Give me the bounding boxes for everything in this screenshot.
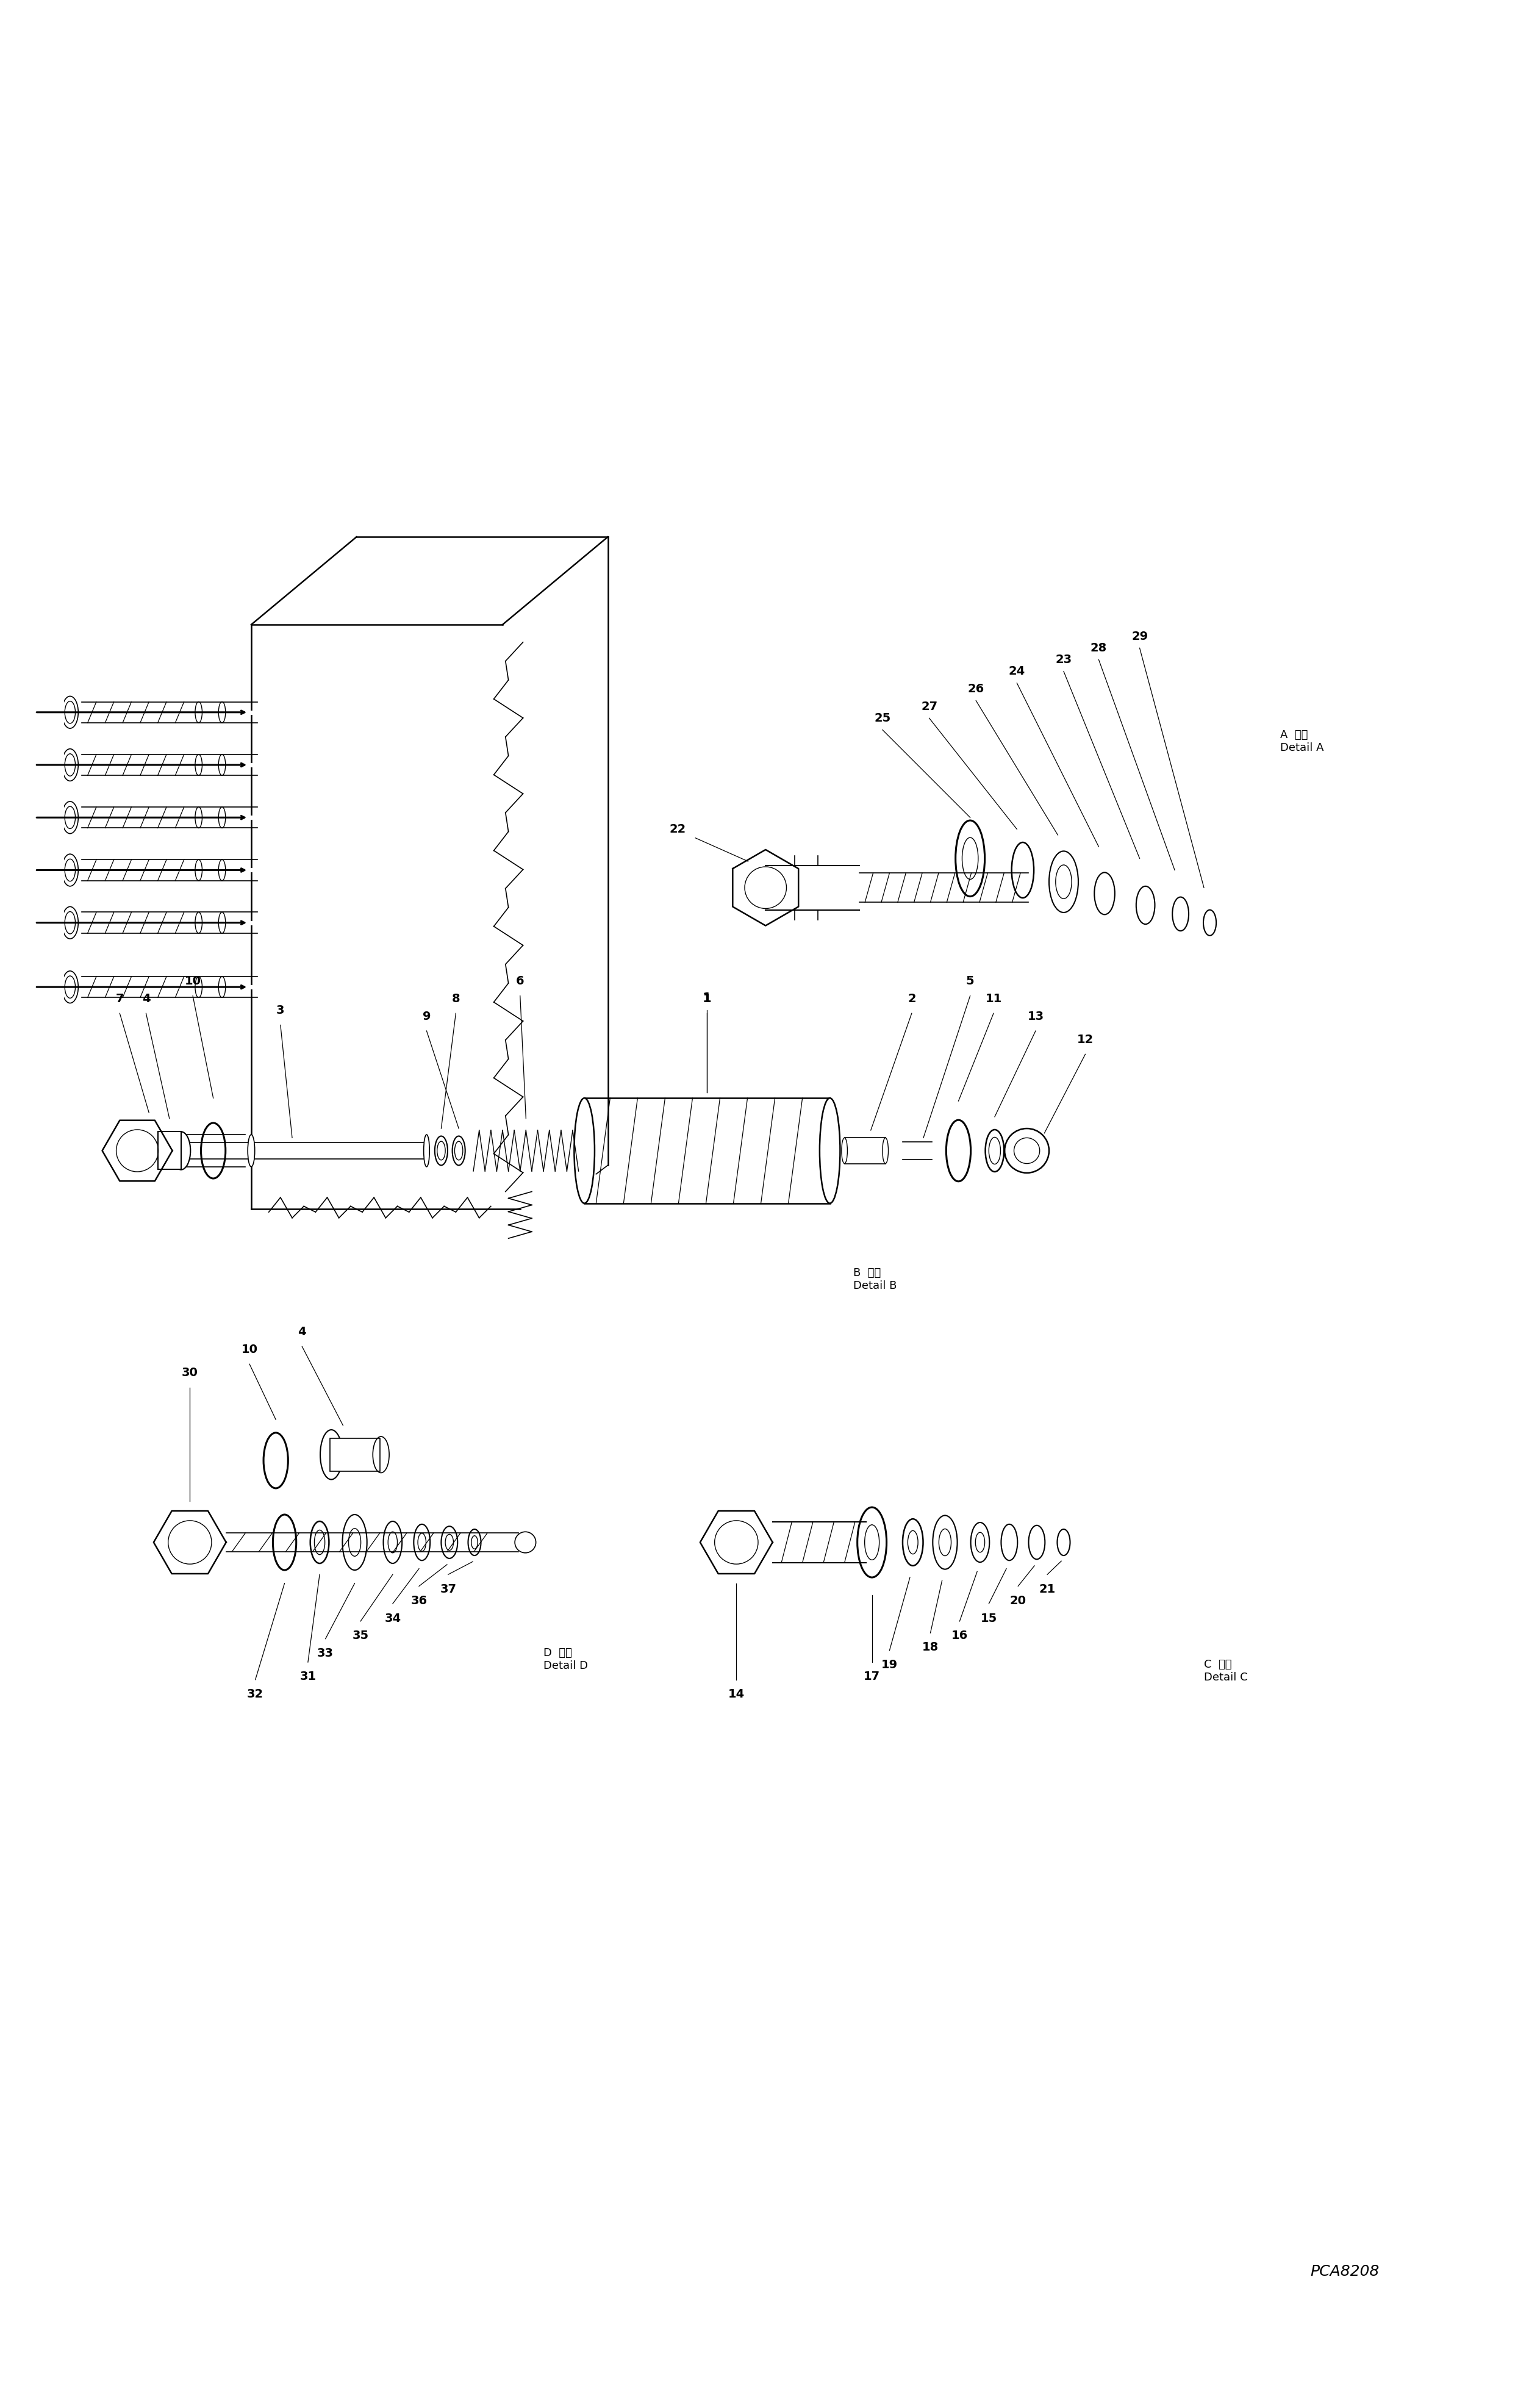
Ellipse shape — [248, 1135, 254, 1166]
Text: 29: 29 — [1132, 631, 1147, 643]
Text: PCA8208: PCA8208 — [1311, 2265, 1380, 2279]
Text: 5: 5 — [966, 976, 975, 986]
Text: 23: 23 — [1055, 655, 1072, 665]
Text: 37: 37 — [440, 1583, 456, 1595]
Text: 16: 16 — [952, 1629, 969, 1641]
Text: 4: 4 — [297, 1327, 306, 1339]
Text: 7: 7 — [116, 993, 123, 1005]
Text: 36: 36 — [411, 1595, 427, 1607]
Text: 33: 33 — [317, 1648, 334, 1660]
Text: 1: 1 — [702, 993, 711, 1005]
Text: 8: 8 — [451, 993, 460, 1005]
Text: A  詳細
Detail A: A 詳細 Detail A — [1280, 729, 1323, 753]
Ellipse shape — [819, 1099, 841, 1204]
Ellipse shape — [574, 1099, 594, 1204]
Text: 19: 19 — [881, 1660, 898, 1670]
Text: D  詳細
Detail D: D 詳細 Detail D — [544, 1648, 588, 1672]
Text: 30: 30 — [182, 1367, 199, 1379]
Text: 14: 14 — [728, 1689, 745, 1701]
Text: 3: 3 — [276, 1005, 285, 1017]
Text: 10: 10 — [185, 976, 202, 986]
Text: 10: 10 — [242, 1343, 257, 1355]
Text: C  詳細
Detail C: C 詳細 Detail C — [1204, 1660, 1247, 1682]
Text: 26: 26 — [967, 684, 984, 696]
Text: 15: 15 — [981, 1612, 998, 1624]
Text: 34: 34 — [385, 1612, 400, 1624]
Text: 35: 35 — [353, 1629, 368, 1641]
Text: 27: 27 — [921, 701, 938, 713]
Ellipse shape — [172, 1132, 191, 1171]
Text: 12: 12 — [1076, 1034, 1093, 1046]
Text: 20: 20 — [1010, 1595, 1026, 1607]
Text: B  詳細
Detail B: B 詳細 Detail B — [853, 1267, 896, 1291]
Text: 28: 28 — [1090, 643, 1107, 655]
Bar — [157, 1132, 182, 1168]
Text: 4: 4 — [142, 993, 151, 1005]
Text: 17: 17 — [864, 1672, 881, 1682]
Text: 13: 13 — [1027, 1010, 1044, 1022]
Text: 1: 1 — [702, 993, 711, 1005]
Text: 18: 18 — [922, 1641, 939, 1653]
Text: 22: 22 — [670, 823, 687, 835]
Text: 9: 9 — [422, 1010, 431, 1022]
Text: 25: 25 — [875, 713, 890, 724]
Ellipse shape — [841, 1137, 847, 1164]
Text: 32: 32 — [246, 1689, 263, 1701]
Text: 6: 6 — [516, 976, 524, 986]
Ellipse shape — [424, 1135, 430, 1166]
Text: 2: 2 — [907, 993, 916, 1005]
Text: 11: 11 — [986, 993, 1003, 1005]
Bar — [330, 1439, 380, 1471]
Text: 21: 21 — [1040, 1583, 1055, 1595]
Text: 31: 31 — [300, 1672, 316, 1682]
Ellipse shape — [882, 1137, 889, 1164]
Text: 24: 24 — [1009, 665, 1026, 677]
